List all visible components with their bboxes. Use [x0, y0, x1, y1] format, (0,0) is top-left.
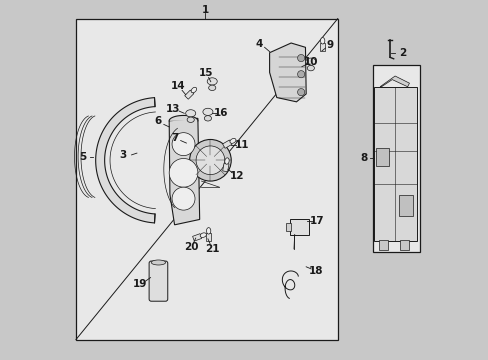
Circle shape — [189, 139, 231, 181]
Ellipse shape — [204, 116, 211, 121]
Bar — [290, 220, 308, 234]
Ellipse shape — [206, 228, 210, 234]
Text: 1: 1 — [201, 5, 208, 15]
Text: 4: 4 — [255, 39, 262, 49]
Polygon shape — [222, 140, 231, 148]
Circle shape — [297, 89, 304, 96]
Text: 14: 14 — [171, 81, 185, 91]
Bar — [398, 195, 412, 216]
Polygon shape — [373, 87, 416, 241]
FancyBboxPatch shape — [149, 261, 167, 301]
Bar — [376, 148, 388, 166]
Text: 20: 20 — [184, 242, 198, 252]
Text: 17: 17 — [309, 216, 324, 226]
Ellipse shape — [151, 260, 165, 265]
Ellipse shape — [224, 158, 229, 164]
Text: 9: 9 — [325, 40, 333, 50]
Bar — [76, 19, 337, 339]
Text: 13: 13 — [166, 104, 181, 114]
Polygon shape — [269, 43, 305, 102]
Ellipse shape — [203, 108, 212, 116]
Bar — [285, 223, 290, 231]
Circle shape — [297, 54, 304, 62]
Ellipse shape — [191, 87, 196, 93]
Ellipse shape — [187, 117, 194, 122]
Text: 19: 19 — [132, 279, 147, 289]
Text: 5: 5 — [80, 152, 86, 162]
Text: 18: 18 — [308, 266, 323, 276]
Text: 2: 2 — [398, 48, 405, 58]
Polygon shape — [184, 90, 193, 99]
Polygon shape — [222, 163, 228, 172]
Bar — [378, 240, 387, 250]
Circle shape — [172, 187, 195, 210]
Ellipse shape — [185, 110, 195, 117]
Text: 12: 12 — [229, 171, 244, 181]
Ellipse shape — [200, 233, 206, 238]
Ellipse shape — [320, 37, 324, 44]
Text: 21: 21 — [204, 244, 219, 254]
Text: 8: 8 — [359, 153, 366, 163]
Polygon shape — [206, 233, 211, 241]
Circle shape — [297, 71, 304, 78]
Polygon shape — [96, 98, 155, 223]
Polygon shape — [192, 234, 202, 241]
Circle shape — [169, 158, 198, 187]
Ellipse shape — [229, 138, 235, 143]
Circle shape — [196, 146, 224, 175]
Bar — [400, 240, 408, 250]
Text: 16: 16 — [214, 108, 228, 118]
Circle shape — [172, 133, 195, 156]
Ellipse shape — [306, 66, 314, 71]
Text: 3: 3 — [119, 150, 126, 160]
Text: 6: 6 — [154, 116, 161, 126]
Polygon shape — [320, 43, 325, 51]
Text: 7: 7 — [170, 133, 178, 143]
Text: 15: 15 — [199, 68, 213, 78]
Text: 10: 10 — [304, 57, 318, 67]
Polygon shape — [379, 76, 408, 87]
Ellipse shape — [207, 78, 217, 85]
Text: 11: 11 — [235, 140, 249, 150]
Ellipse shape — [208, 85, 215, 90]
Ellipse shape — [305, 58, 315, 65]
Polygon shape — [169, 118, 199, 225]
Bar — [372, 65, 419, 252]
